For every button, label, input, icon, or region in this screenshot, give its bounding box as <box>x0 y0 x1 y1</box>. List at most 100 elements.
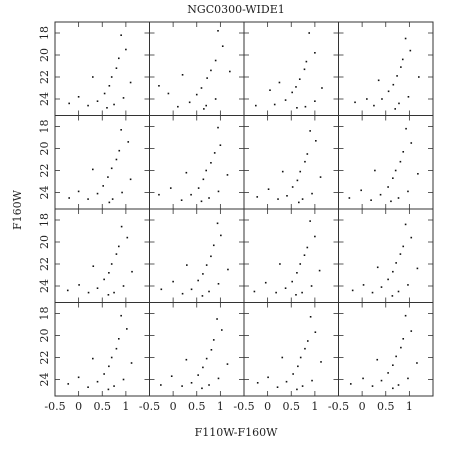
point <box>208 290 210 293</box>
point <box>217 190 220 193</box>
point <box>122 285 125 287</box>
point <box>399 160 402 163</box>
point <box>296 388 298 391</box>
point <box>113 291 115 294</box>
point <box>404 37 407 40</box>
point <box>67 383 70 385</box>
point <box>301 198 304 200</box>
point <box>397 290 400 293</box>
point <box>276 386 279 388</box>
point <box>217 377 220 380</box>
point <box>87 198 89 200</box>
y-tick-label: 20 <box>38 142 51 156</box>
point <box>107 294 110 296</box>
point <box>106 107 108 109</box>
point <box>407 284 409 286</box>
point <box>360 189 362 192</box>
point <box>210 349 213 351</box>
point <box>315 140 317 142</box>
point <box>273 103 276 106</box>
point <box>295 294 297 296</box>
point <box>285 380 288 383</box>
point <box>220 234 222 237</box>
point <box>418 76 420 78</box>
point <box>216 222 219 225</box>
point <box>77 96 80 98</box>
point <box>314 100 316 102</box>
point <box>306 153 309 155</box>
point <box>362 284 365 286</box>
point <box>214 98 217 100</box>
point <box>117 57 120 60</box>
point <box>206 77 208 79</box>
point <box>303 254 306 256</box>
panel-frame <box>243 21 339 116</box>
point <box>402 338 405 340</box>
point <box>129 81 132 84</box>
point <box>373 104 375 107</box>
x-tick-label: 0 <box>170 400 177 413</box>
point <box>216 318 218 320</box>
y-tick-label: 24 <box>38 186 51 200</box>
point <box>377 79 380 82</box>
point <box>305 60 308 63</box>
point <box>387 90 390 93</box>
point <box>117 245 120 248</box>
point <box>96 287 99 289</box>
point <box>402 245 405 248</box>
point <box>351 289 354 292</box>
point <box>267 376 269 379</box>
point <box>120 314 122 317</box>
y-tick-label: 22 <box>38 164 51 178</box>
point <box>256 196 259 198</box>
point <box>167 92 170 95</box>
point <box>404 314 407 317</box>
point <box>205 264 208 266</box>
point <box>371 385 374 387</box>
chart-title: NGC0300-WIDE1 <box>187 3 284 16</box>
point <box>107 176 109 178</box>
point <box>296 272 298 274</box>
point <box>281 170 284 173</box>
point <box>318 269 321 272</box>
point <box>103 92 106 95</box>
point <box>392 83 395 86</box>
point <box>213 152 216 154</box>
point <box>201 387 203 390</box>
point <box>392 270 394 273</box>
point <box>130 362 133 364</box>
point <box>309 220 311 222</box>
point <box>397 197 400 199</box>
point <box>217 283 220 285</box>
x-tick-label: -0.5 <box>139 400 160 413</box>
point <box>92 168 94 171</box>
point <box>299 170 302 173</box>
point <box>202 273 204 275</box>
point <box>202 178 205 181</box>
point <box>110 76 113 78</box>
point <box>416 267 419 270</box>
point <box>286 195 288 197</box>
point <box>117 338 120 340</box>
point <box>181 74 184 76</box>
point <box>397 384 400 386</box>
point <box>374 169 376 172</box>
y-tick-label: 22 <box>38 351 51 365</box>
x-tick-label: 0.5 <box>377 400 395 413</box>
panel-frame <box>54 208 150 303</box>
point <box>379 193 382 196</box>
point <box>87 386 89 388</box>
point <box>401 58 404 61</box>
point <box>314 52 316 54</box>
x-tick-label: 0 <box>264 400 271 413</box>
y-tick-label: 20 <box>38 48 51 62</box>
point <box>394 169 397 172</box>
panel-frame <box>149 302 245 397</box>
point <box>394 108 396 110</box>
point <box>221 45 224 47</box>
point <box>410 236 413 239</box>
y-tick-label: 18 <box>38 120 51 134</box>
point <box>267 188 270 190</box>
point <box>92 76 94 78</box>
